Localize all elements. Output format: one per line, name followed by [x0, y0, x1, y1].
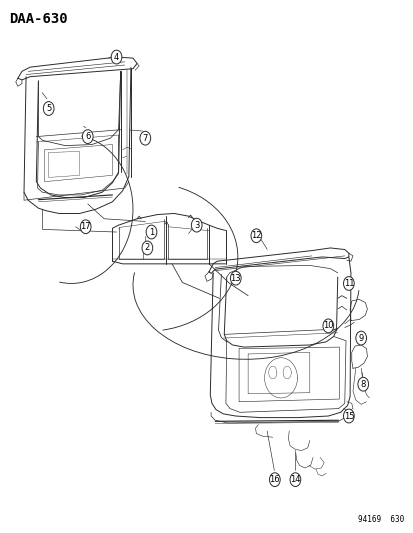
- Text: 3: 3: [194, 221, 199, 230]
- Circle shape: [82, 130, 93, 143]
- Text: 5: 5: [46, 104, 51, 113]
- Circle shape: [343, 409, 354, 423]
- Text: 1: 1: [149, 228, 154, 237]
- Text: DAA-630: DAA-630: [9, 12, 68, 26]
- Circle shape: [269, 473, 280, 487]
- Text: 6: 6: [85, 132, 90, 141]
- Text: 14: 14: [290, 475, 300, 484]
- Text: 16: 16: [269, 475, 280, 484]
- Circle shape: [142, 241, 152, 255]
- Text: 94169  630: 94169 630: [357, 515, 404, 523]
- Text: 12: 12: [251, 231, 261, 240]
- Text: 4: 4: [114, 53, 119, 62]
- Text: 13: 13: [230, 273, 240, 282]
- Circle shape: [43, 102, 54, 115]
- Text: 9: 9: [358, 334, 363, 343]
- Circle shape: [355, 331, 366, 345]
- Circle shape: [111, 50, 121, 64]
- Circle shape: [230, 271, 240, 285]
- Circle shape: [357, 377, 368, 391]
- Text: 17: 17: [80, 222, 91, 231]
- Text: 15: 15: [343, 411, 353, 421]
- Circle shape: [146, 225, 157, 239]
- Circle shape: [250, 229, 261, 243]
- Circle shape: [322, 319, 333, 333]
- Circle shape: [290, 473, 300, 487]
- Circle shape: [80, 220, 91, 233]
- Text: 2: 2: [145, 244, 150, 253]
- Text: 10: 10: [322, 321, 333, 330]
- Text: 11: 11: [343, 279, 353, 288]
- Text: 8: 8: [360, 379, 365, 389]
- Text: 7: 7: [142, 134, 147, 143]
- Circle shape: [343, 277, 354, 290]
- Circle shape: [140, 131, 150, 145]
- Circle shape: [191, 218, 202, 232]
